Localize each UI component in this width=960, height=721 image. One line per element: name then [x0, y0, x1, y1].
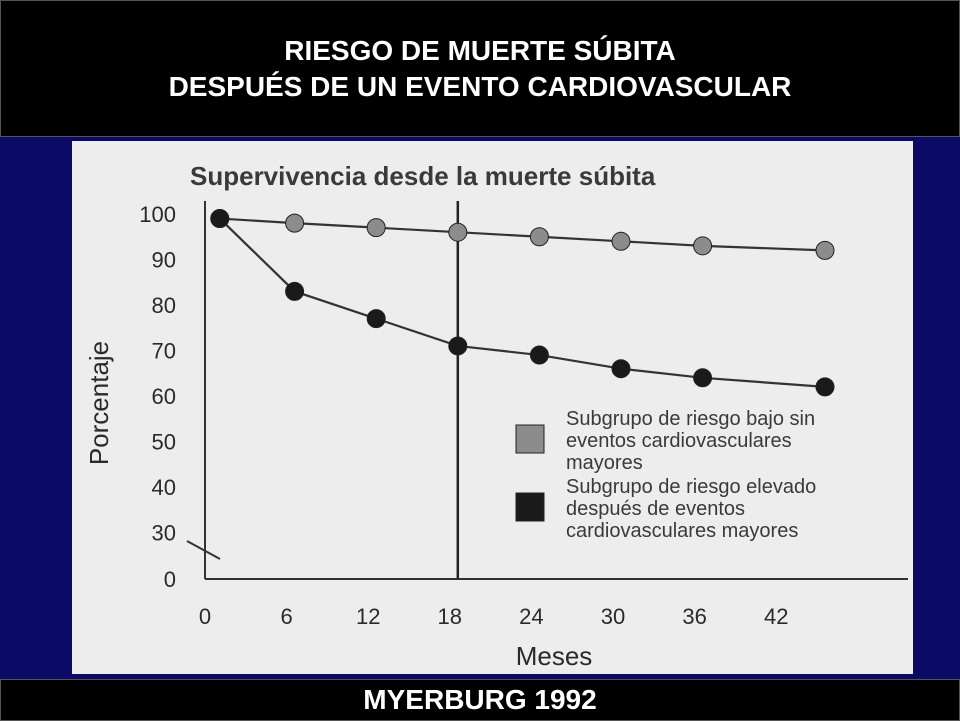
series-2-point: [529, 345, 549, 365]
legend-swatch-2: [515, 492, 545, 522]
y-tick-label-80: 80: [152, 293, 176, 318]
legend-label-2-line-2: después de eventos: [566, 498, 745, 520]
series-2-point: [210, 209, 230, 229]
y-tick-label-30: 30: [152, 521, 176, 546]
y-tick-label-50: 50: [152, 430, 176, 455]
y-tick-label-100: 100: [139, 202, 176, 227]
legend-label-2-line-3: cardiovasculares mayores: [566, 520, 798, 542]
series-line-1: [219, 217, 826, 252]
x-tick-label-42: 42: [764, 604, 788, 629]
citation-banner: MYERBURG 1992: [0, 679, 960, 721]
series-2-point: [611, 359, 631, 379]
legend-label-1-line-1: Subgrupo de riesgo bajo sin: [566, 408, 815, 430]
series-2-point: [815, 377, 835, 397]
series-1-point: [611, 231, 631, 251]
chart-panel: Supervivencia desde la muerte súbita 0 30…: [72, 141, 913, 674]
series-1-point: [366, 218, 386, 238]
legend-label-2-line-1: Subgrupo de riesgo elevado: [566, 476, 816, 498]
axis-break-mark: [186, 540, 221, 560]
legend-swatch-1: [515, 424, 545, 454]
y-tick-label-0: 0: [164, 567, 176, 592]
y-tick-label-90: 90: [152, 248, 176, 273]
y-tick-label-60: 60: [152, 384, 176, 409]
x-tick-label-0: 0: [199, 604, 211, 629]
x-tick-label-24: 24: [519, 604, 543, 629]
x-tick-label-12: 12: [356, 604, 380, 629]
chart-background: [72, 141, 913, 674]
title-line-2: DESPUÉS DE UN EVENTO CARDIOVASCULAR: [168, 70, 792, 102]
series-2-point: [448, 336, 468, 356]
survival-chart: Supervivencia desde la muerte súbita 0 30…: [72, 141, 913, 674]
y-tick-label-70: 70: [152, 339, 176, 364]
series-1-point: [448, 222, 468, 242]
series-2-point: [693, 368, 713, 388]
series-1-point: [529, 227, 549, 247]
x-tick-label-30: 30: [601, 604, 625, 629]
series-2-point: [285, 281, 305, 301]
y-tick-label-40: 40: [152, 475, 176, 500]
y-axis-label: Porcentaje: [84, 341, 114, 465]
citation-text: MYERBURG 1992: [363, 684, 597, 715]
series-line-2: [219, 217, 826, 388]
title-banner: RIESGO DE MUERTE SÚBITA DESPUÉS DE UN EV…: [0, 0, 960, 137]
x-tick-label-18: 18: [438, 604, 462, 629]
series-1-point: [693, 236, 713, 256]
legend-label-1-line-3: mayores: [566, 452, 643, 474]
series-1-point: [285, 213, 305, 233]
x-axis-label: Meses: [516, 641, 593, 671]
series-2-point: [366, 309, 386, 329]
x-tick-label-6: 6: [280, 604, 292, 629]
x-tick-label-36: 36: [682, 604, 706, 629]
series-1-point: [815, 240, 835, 260]
chart-title: Supervivencia desde la muerte súbita: [190, 161, 656, 191]
legend-label-1-line-2: eventos cardiovasculares: [566, 430, 792, 452]
title-line-1: RIESGO DE MUERTE SÚBITA: [284, 34, 676, 66]
